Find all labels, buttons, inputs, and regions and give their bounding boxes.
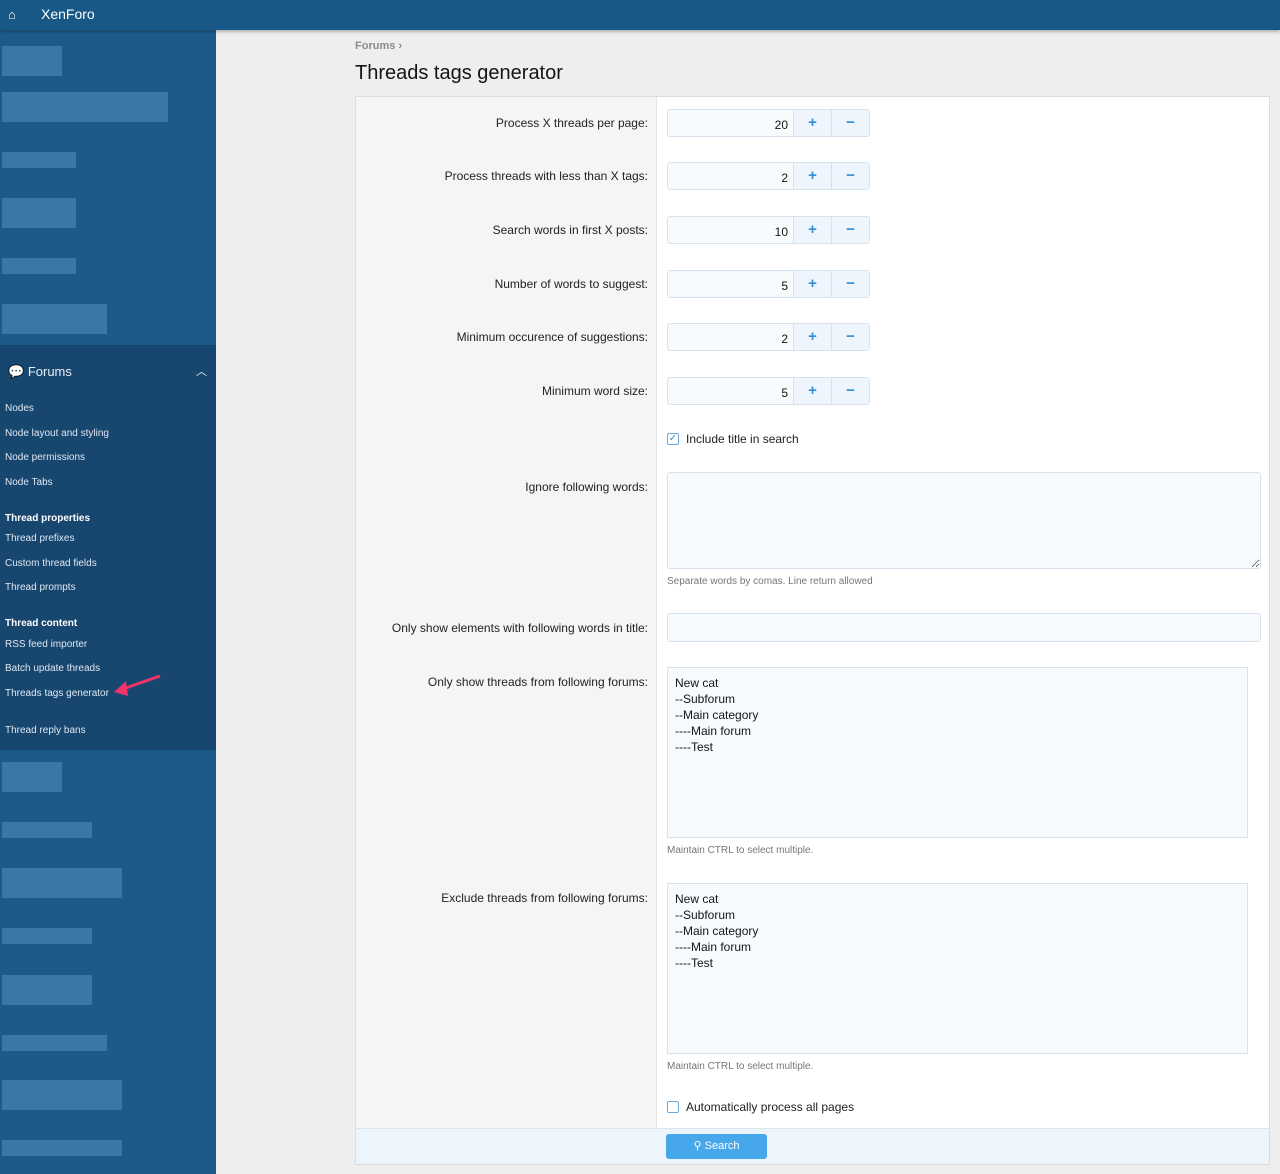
exclude-forums-hint: Maintain CTRL to select multiple.	[667, 1061, 814, 1072]
number-spinner: 10 + −	[667, 216, 870, 244]
exclude-forums-select[interactable]: New cat --Subforum --Main category ----Main…	[667, 883, 1248, 1054]
number-spinner: 2 + −	[667, 162, 870, 190]
label-column	[356, 97, 657, 1128]
exclude-forums-label: Exclude threads from following forums:	[441, 891, 648, 905]
nav-heading-thread-properties: Thread properties	[5, 513, 91, 524]
nav-nodes[interactable]: Nodes	[5, 403, 34, 414]
include-forums-select[interactable]: New cat --Subforum --Main category ----Main…	[667, 667, 1248, 838]
nav-thread-prefixes[interactable]: Thread prefixes	[5, 533, 75, 544]
blurred-item	[2, 975, 92, 1005]
nav-thread-prompts[interactable]: Thread prompts	[5, 582, 76, 593]
search-icon: ⚲	[693, 1140, 702, 1152]
spinner-value-input[interactable]: 2	[781, 171, 788, 185]
select-option[interactable]: --Subforum	[675, 908, 736, 922]
blurred-item	[2, 762, 62, 792]
blurred-item	[2, 868, 122, 898]
blurred-item	[2, 46, 62, 76]
spinner-label: Process threads with less than X tags:	[444, 169, 648, 183]
spinner-value-input[interactable]: 5	[781, 279, 788, 293]
select-option[interactable]: New cat	[675, 892, 719, 906]
decrement-button[interactable]: −	[831, 217, 869, 243]
select-option[interactable]: ----Test	[675, 956, 713, 970]
include-forums-hint: Maintain CTRL to select multiple.	[667, 845, 814, 856]
nav-node-layout[interactable]: Node layout and styling	[5, 428, 109, 439]
number-spinner: 5 + −	[667, 270, 870, 298]
decrement-button[interactable]: −	[831, 378, 869, 404]
chevron-up-icon[interactable]: ︿	[196, 366, 207, 378]
select-option[interactable]: --Main category	[675, 924, 759, 938]
form-footer	[356, 1128, 1269, 1164]
select-option[interactable]: ----Main forum	[675, 724, 752, 738]
decrement-button[interactable]: −	[831, 163, 869, 189]
nav-batch-update-threads[interactable]: Batch update threads	[5, 663, 101, 674]
blurred-item	[2, 258, 76, 274]
blurred-item	[2, 1080, 122, 1110]
blurred-item	[2, 1035, 107, 1051]
nav-thread-reply-bans[interactable]: Thread reply bans	[5, 725, 86, 736]
spinner-label: Minimum occurence of suggestions:	[456, 330, 648, 344]
spinner-label: Search words in first X posts:	[492, 223, 648, 237]
number-spinner: 5 + −	[667, 377, 870, 405]
increment-button[interactable]: +	[793, 271, 831, 297]
spinner-value-input[interactable]: 10	[774, 225, 788, 239]
number-spinner: 2 + −	[667, 323, 870, 351]
increment-button[interactable]: +	[793, 324, 831, 350]
blurred-item	[2, 198, 76, 228]
search-button-label: Search	[704, 1140, 740, 1152]
ignore-words-label: Ignore following words:	[525, 480, 648, 494]
top-bar: ⌂ XenForo	[0, 0, 1280, 30]
decrement-button[interactable]: −	[831, 324, 869, 350]
decrement-button[interactable]: −	[831, 110, 869, 136]
increment-button[interactable]: +	[793, 110, 831, 136]
spinner-value-input[interactable]: 5	[781, 386, 788, 400]
select-option[interactable]: ----Test	[675, 740, 713, 754]
blurred-item	[2, 304, 107, 334]
ignore-words-hint: Separate words by comas. Line return all…	[667, 576, 873, 587]
blurred-item	[2, 928, 92, 944]
select-option[interactable]: --Subforum	[675, 692, 736, 706]
include-title-checkbox[interactable]: ✓	[667, 433, 679, 445]
increment-button[interactable]: +	[793, 217, 831, 243]
title-filter-label: Only show elements with following words …	[391, 621, 648, 635]
nav-node-tabs[interactable]: Node Tabs	[5, 477, 53, 488]
auto-process-label: Automatically process all pages	[686, 1100, 855, 1114]
auto-process-checkbox[interactable]	[667, 1101, 679, 1113]
nav-rss-feed-importer[interactable]: RSS feed importer	[5, 639, 88, 650]
number-spinner: 20 + −	[667, 109, 870, 137]
annotation-arrow-icon	[114, 674, 161, 696]
title-filter-input[interactable]	[667, 613, 1261, 642]
blurred-item	[2, 1140, 122, 1156]
spinner-label: Process X threads per page:	[495, 116, 648, 130]
spinner-value-input[interactable]: 20	[774, 118, 788, 132]
decrement-button[interactable]: −	[831, 271, 869, 297]
include-title-label: Include title in search	[686, 432, 799, 446]
select-option[interactable]: --Main category	[675, 708, 759, 722]
increment-button[interactable]: +	[793, 378, 831, 404]
search-button[interactable]: ⚲ Search	[666, 1134, 767, 1159]
forums-section-toggle[interactable]: 💬 Forums	[8, 364, 72, 380]
breadcrumb-forums[interactable]: Forums	[355, 40, 396, 52]
spinner-value-input[interactable]: 2	[781, 332, 788, 346]
comments-icon: 💬	[8, 364, 25, 379]
ignore-words-textarea[interactable]	[667, 472, 1261, 569]
section-title: Forums	[27, 364, 72, 379]
breadcrumb[interactable]: Forums ›	[355, 40, 403, 52]
forums-nav-section: 💬 Forums ︿ Nodes Node layout and styling…	[0, 345, 216, 750]
blurred-item	[2, 152, 76, 168]
blurred-item	[2, 822, 92, 838]
nav-heading-thread-content: Thread content	[5, 618, 78, 629]
select-option[interactable]: ----Main forum	[675, 940, 752, 954]
nav-node-permissions[interactable]: Node permissions	[5, 452, 86, 463]
select-option[interactable]: New cat	[675, 676, 719, 690]
home-icon[interactable]: ⌂	[8, 7, 16, 22]
increment-button[interactable]: +	[793, 163, 831, 189]
nav-custom-thread-fields[interactable]: Custom thread fields	[5, 558, 97, 569]
spinner-label: Number of words to suggest:	[494, 277, 648, 291]
page-title: Threads tags generator	[355, 62, 563, 84]
nav-threads-tags-generator[interactable]: Threads tags generator	[5, 688, 109, 699]
brand-link[interactable]: XenForo	[41, 6, 95, 22]
spinner-label: Minimum word size:	[541, 384, 648, 398]
blurred-item	[2, 92, 168, 122]
include-forums-label: Only show threads from following forums:	[427, 675, 648, 689]
